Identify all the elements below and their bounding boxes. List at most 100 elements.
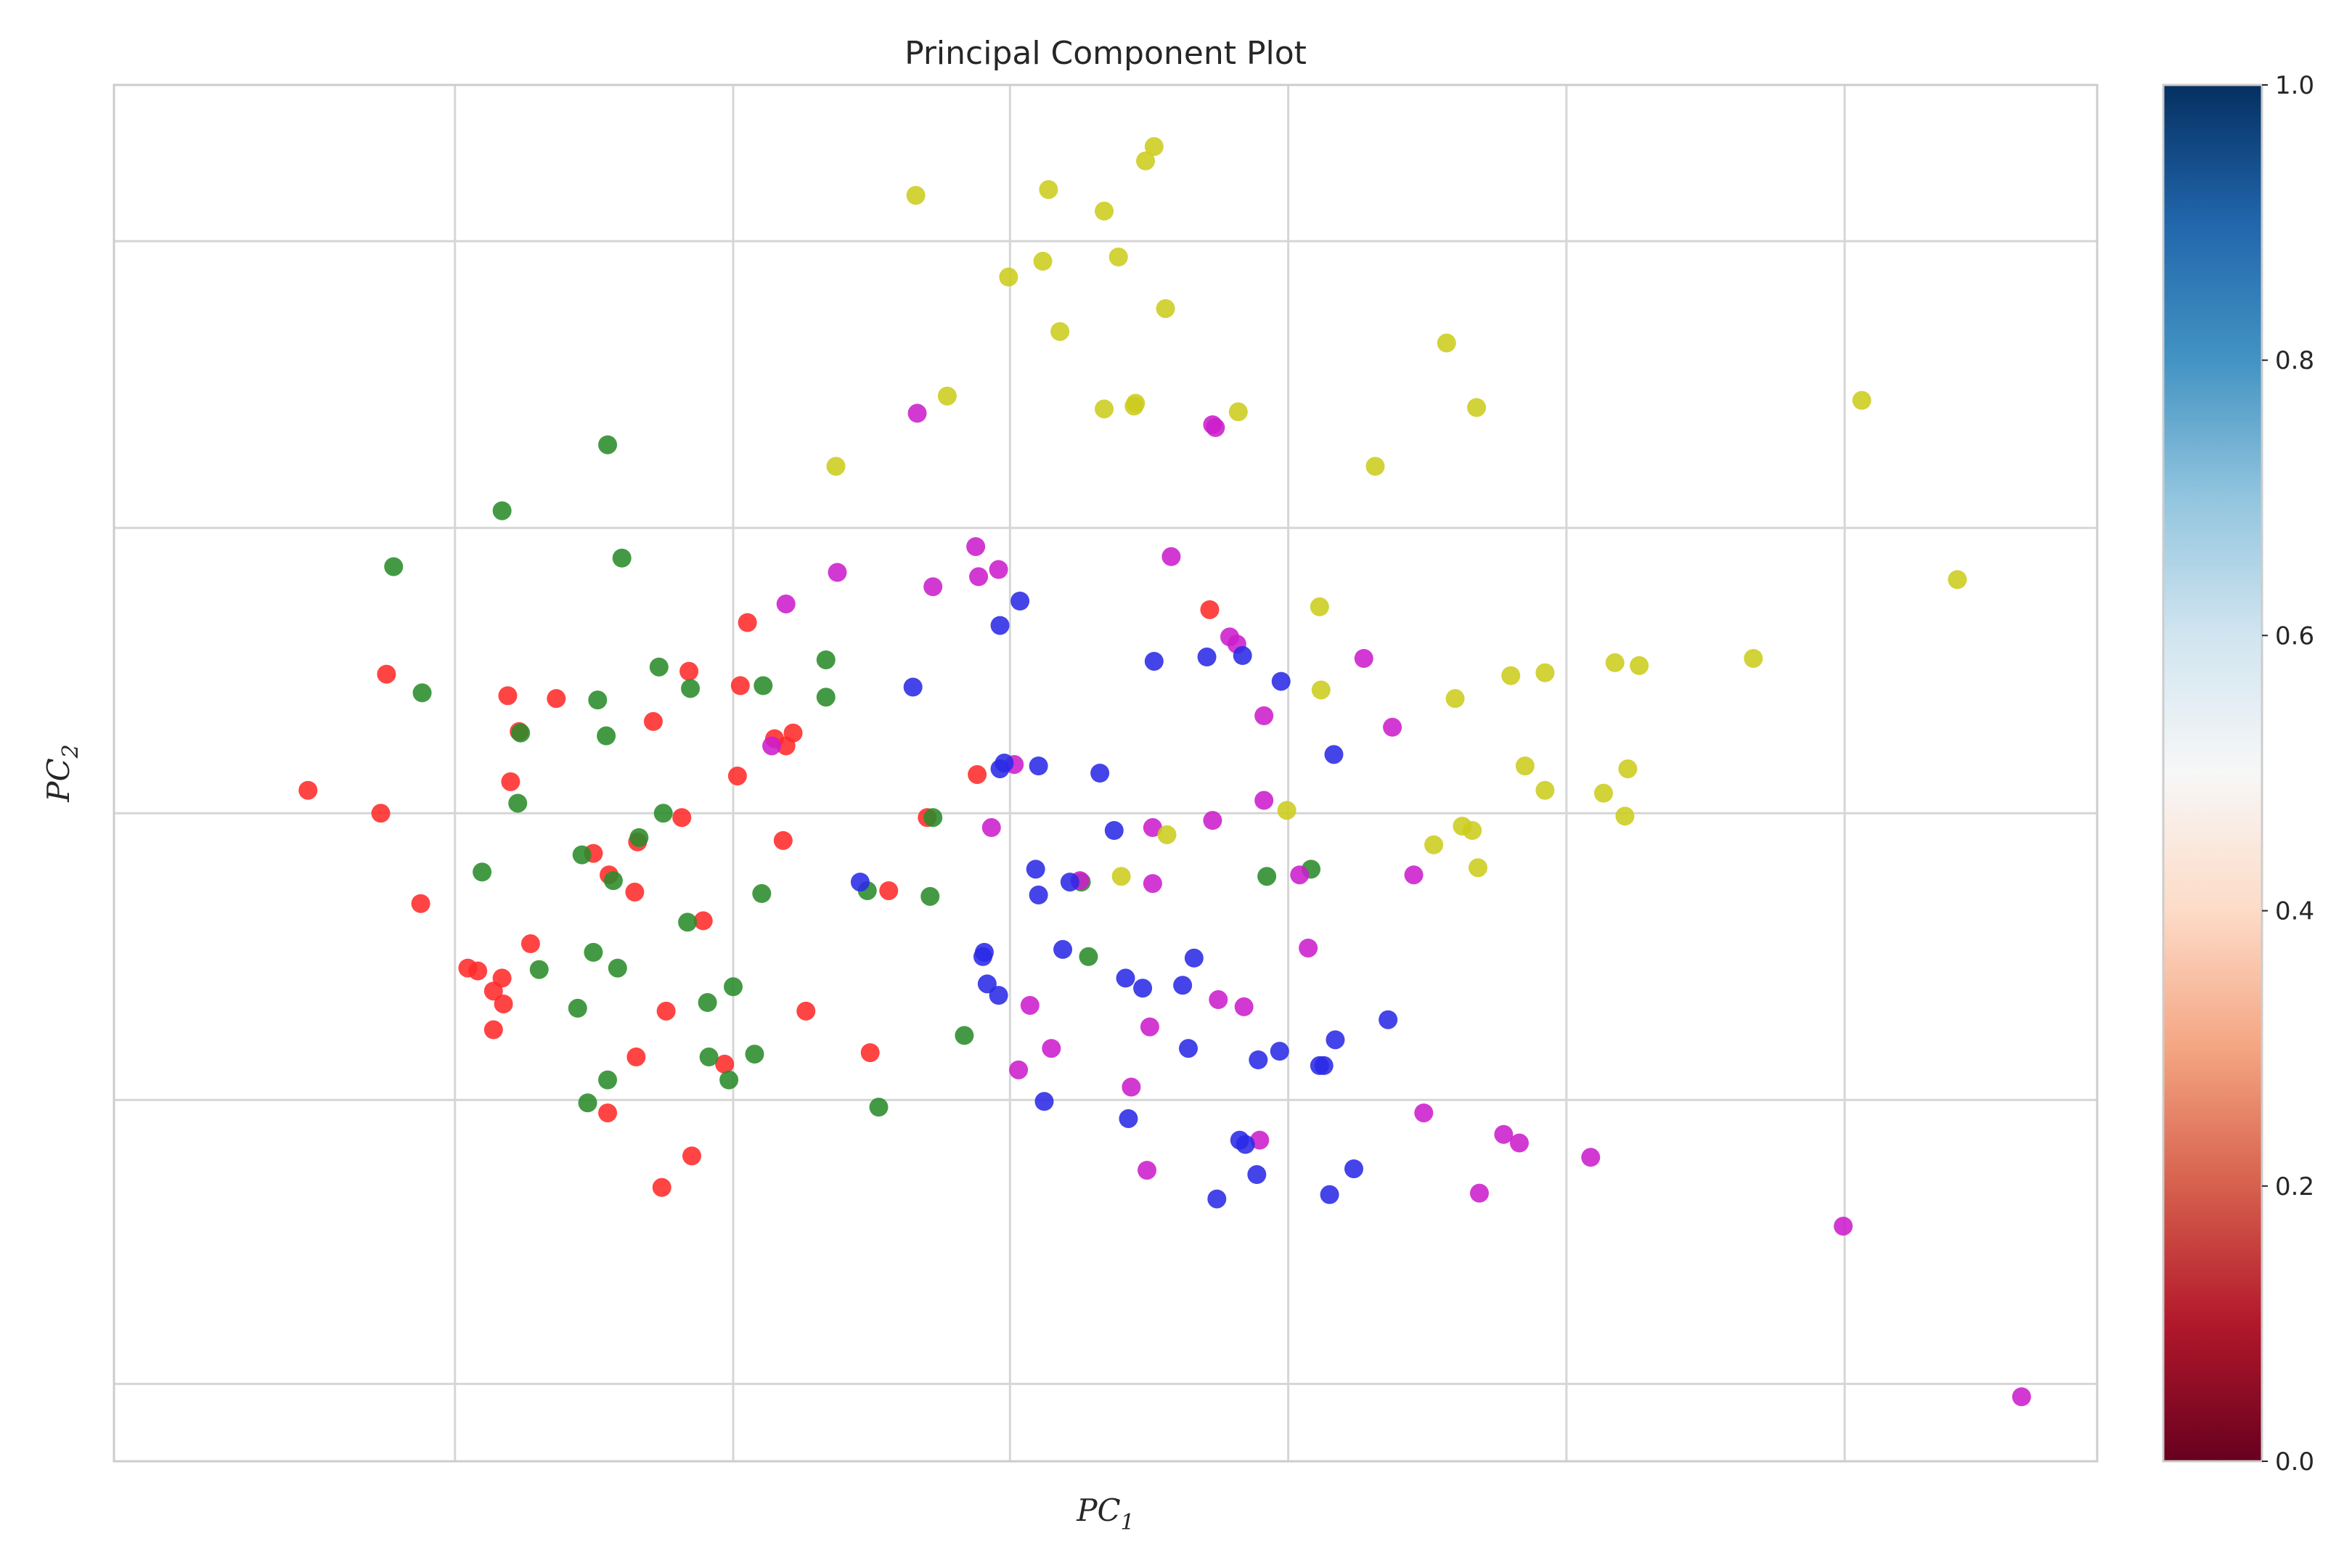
scatter-point — [1324, 745, 1344, 764]
scatter-point — [745, 1045, 764, 1064]
colorbar-frame — [2162, 83, 2263, 1463]
y-axis-label-subscript: 2 — [58, 744, 83, 759]
scatter-point — [1133, 979, 1153, 998]
scatter-point — [1501, 666, 1521, 685]
scatter-point — [584, 942, 603, 962]
scatter-point — [1009, 1060, 1029, 1079]
scatter-point — [1424, 835, 1444, 854]
colorbar-ticks: 0.0 0.2 0.4 0.6 0.8 1.0 — [2262, 71, 2314, 1477]
scatter-point — [1271, 671, 1291, 691]
scatter-point — [1184, 948, 1204, 968]
scatter-point — [826, 457, 846, 476]
colorbar-tick-label: 0.8 — [2275, 346, 2314, 375]
scatter-point — [1414, 1103, 1434, 1123]
scatter-point — [1039, 180, 1058, 200]
scatter-point — [907, 404, 927, 423]
colorbar-tick-label: 0.4 — [2275, 897, 2314, 926]
scatter-point — [588, 690, 608, 710]
scatter-point — [1509, 1133, 1529, 1153]
scatter-point — [681, 679, 701, 698]
scatter-point — [981, 818, 1001, 838]
scatter-point — [1020, 995, 1040, 1015]
scatter-point — [783, 723, 803, 743]
scatter-point — [629, 828, 649, 847]
scatter-point — [1090, 764, 1110, 783]
scatter-point — [682, 1146, 702, 1166]
scatter-point — [1254, 706, 1274, 725]
scatter-point — [1233, 646, 1252, 666]
scatter-point — [1178, 1039, 1198, 1058]
scatter-point — [1494, 1124, 1514, 1144]
scatter-point — [1140, 1017, 1159, 1037]
x-axis-label: PC1 — [1076, 1493, 1135, 1535]
scatter-point — [1379, 1010, 1398, 1029]
scatter-point — [1034, 1092, 1054, 1111]
scatter-point — [1122, 1077, 1141, 1097]
scatter-point — [752, 883, 772, 903]
chart-title: Principal Component Plot — [905, 35, 1307, 72]
scatter-point — [1834, 1217, 1853, 1236]
scatter-point — [699, 1048, 719, 1067]
scatter-point — [1852, 391, 1871, 410]
scatter-point — [1136, 151, 1156, 171]
scatter-point — [1111, 867, 1131, 886]
scatter-point — [1299, 938, 1318, 957]
scatter-point — [612, 548, 632, 568]
scatter-point — [773, 830, 793, 850]
scatter-point — [501, 772, 520, 791]
scatter-point — [715, 1054, 735, 1074]
scatter-point — [1326, 1030, 1345, 1050]
scatter-point — [920, 886, 940, 906]
scatter-point — [1029, 756, 1048, 776]
scatter-point — [1383, 717, 1402, 737]
scatter-point — [1143, 874, 1162, 894]
scatter-point — [955, 1026, 974, 1045]
scatter-point — [1203, 811, 1222, 830]
scatter-point — [649, 657, 669, 677]
scatter-point — [626, 1048, 646, 1067]
scatter-point — [1050, 322, 1070, 341]
scatter-point — [1060, 873, 1079, 892]
scatter-point — [1144, 136, 1164, 156]
colorbar-tick-label: 0.0 — [2275, 1447, 2314, 1477]
scatter-point — [1290, 865, 1310, 885]
scatter-point — [1254, 791, 1274, 810]
scatter-point — [678, 912, 698, 932]
scatter-point — [995, 754, 1014, 773]
scatter-point — [1104, 821, 1124, 840]
scatter-point — [1468, 858, 1487, 878]
x-axis-label-subscript: 1 — [1121, 1510, 1135, 1535]
scatter-point — [578, 1093, 597, 1113]
scatter-point — [1126, 393, 1146, 413]
scatter-point — [754, 676, 773, 695]
scatter-point — [776, 594, 796, 613]
scatter-point — [828, 563, 847, 582]
scatter-point — [1581, 1148, 1601, 1167]
scatter-point — [468, 961, 488, 981]
scatter-point — [1119, 1108, 1138, 1128]
scatter-point — [698, 993, 717, 1012]
scatter-point — [1173, 976, 1193, 995]
scatter-point — [1535, 780, 1555, 800]
scatter-point — [1354, 649, 1373, 668]
scatter-point — [1445, 689, 1465, 709]
scatter-point — [384, 557, 404, 576]
scatter-point — [1157, 825, 1177, 844]
scatter-point — [906, 186, 926, 205]
scatter-point — [850, 873, 870, 892]
scatter-point — [547, 689, 566, 709]
scatter-point — [1095, 399, 1114, 419]
scatter-point — [903, 677, 923, 697]
scatter-point — [879, 881, 899, 900]
colorbar-tick-label: 0.6 — [2275, 621, 2314, 650]
scatter-point — [483, 1020, 503, 1040]
scatter-point — [1593, 783, 1613, 803]
scatter-point — [529, 960, 549, 979]
scatter-point — [598, 1103, 618, 1123]
y-axis-label: PC2 — [41, 744, 83, 803]
scatter-point — [1618, 759, 1638, 779]
scatter-point — [1515, 756, 1535, 776]
scatter-point — [1161, 547, 1181, 566]
scatter-point — [923, 808, 943, 828]
scatter-point — [1206, 418, 1225, 438]
